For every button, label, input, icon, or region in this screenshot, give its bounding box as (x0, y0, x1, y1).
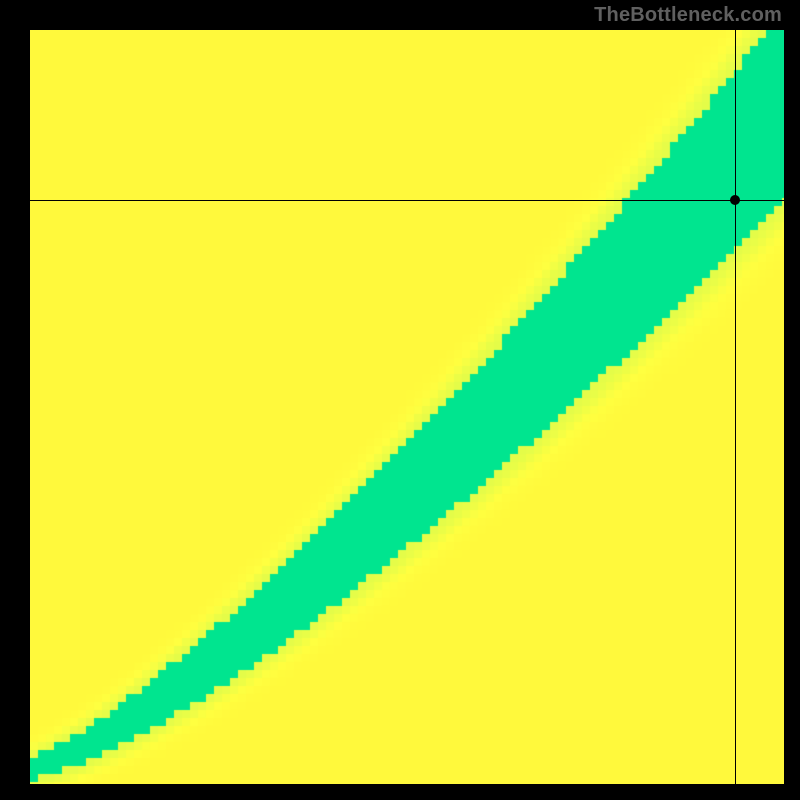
crosshair-vertical (735, 30, 736, 784)
crosshair-horizontal (30, 200, 784, 201)
marker-point (730, 195, 740, 205)
chart-container: TheBottleneck.com (0, 0, 800, 800)
heatmap-canvas (30, 30, 784, 784)
watermark-text: TheBottleneck.com (594, 4, 782, 27)
heatmap-plot-area (30, 30, 784, 784)
